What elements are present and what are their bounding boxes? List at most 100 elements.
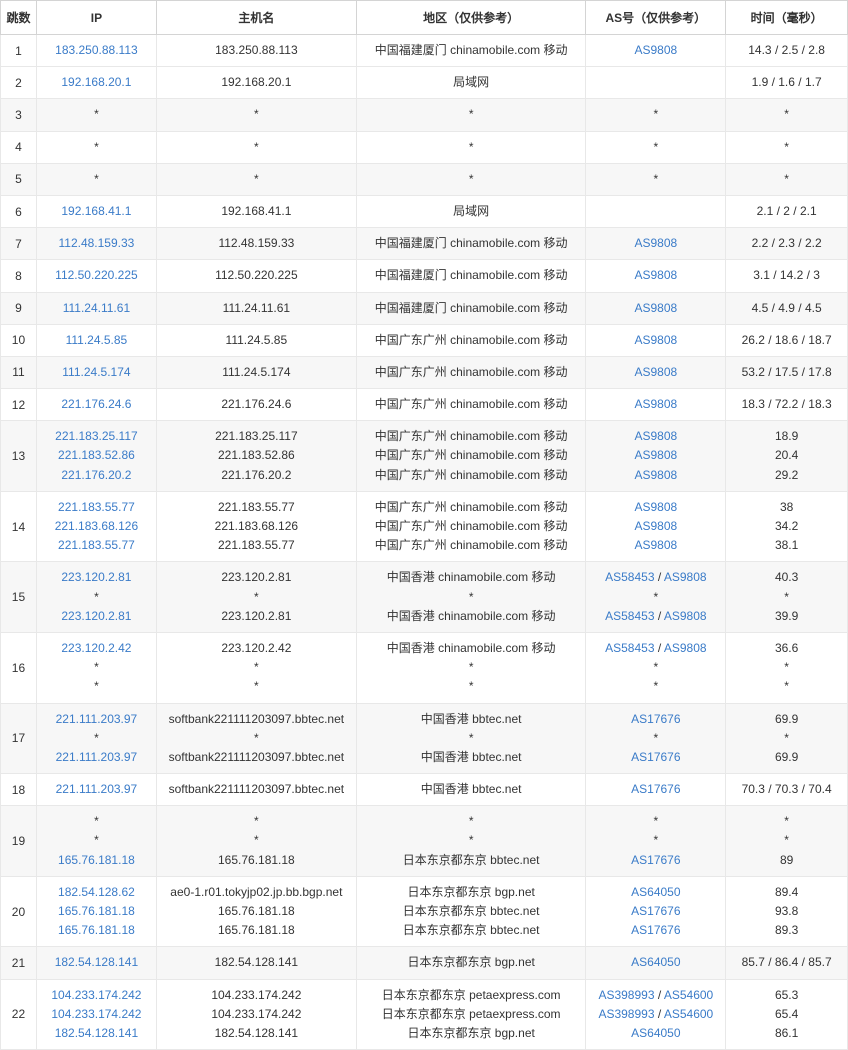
table-row: 18221.111.203.97softbank221111203097.bbt… bbox=[1, 774, 848, 806]
cell-region: * bbox=[356, 163, 586, 195]
cell-region: 局域网 bbox=[356, 195, 586, 227]
ip-link[interactable]: 111.24.5.174 bbox=[41, 363, 152, 382]
ip-link[interactable]: 111.24.11.61 bbox=[41, 299, 152, 318]
cell-hop: 20 bbox=[1, 876, 37, 947]
header-ip: IP bbox=[36, 1, 156, 35]
as-link[interactable]: AS9808 bbox=[664, 609, 707, 623]
ip-link[interactable]: 182.54.128.141 bbox=[41, 1024, 152, 1043]
header-row: 跳数 IP 主机名 地区（仅供参考） AS号（仅供参考） 时间（毫秒） bbox=[1, 1, 848, 35]
cell-host: 183.250.88.113 bbox=[156, 35, 356, 67]
as-link[interactable]: AS9808 bbox=[634, 43, 677, 57]
as-link[interactable]: AS9808 bbox=[664, 570, 707, 584]
ip-link[interactable]: 182.54.128.141 bbox=[41, 953, 152, 972]
ip-link[interactable]: 221.111.203.97 bbox=[41, 780, 152, 799]
cell-time: 40.3*39.9 bbox=[726, 562, 848, 633]
as-link[interactable]: AS17676 bbox=[631, 782, 680, 796]
as-link[interactable]: AS9808 bbox=[664, 641, 707, 655]
table-row: 15223.120.2.81*223.120.2.81223.120.2.81*… bbox=[1, 562, 848, 633]
ip-link[interactable]: 111.24.5.85 bbox=[41, 331, 152, 350]
table-row: 21182.54.128.141182.54.128.141日本东京都东京 bg… bbox=[1, 947, 848, 979]
cell-region: 日本东京都东京 bgp.net bbox=[356, 947, 586, 979]
cell-time: * bbox=[726, 163, 848, 195]
cell-time: 36.6** bbox=[726, 632, 848, 703]
as-link[interactable]: AS9808 bbox=[634, 429, 677, 443]
as-link[interactable]: AS9808 bbox=[634, 538, 677, 552]
cell-as bbox=[586, 67, 726, 99]
cell-time: * bbox=[726, 131, 848, 163]
cell-hop: 14 bbox=[1, 491, 37, 562]
cell-hop: 19 bbox=[1, 806, 37, 877]
cell-region: 日本东京都东京 bgp.net日本东京都东京 bbtec.net日本东京都东京 … bbox=[356, 876, 586, 947]
cell-as: AS58453 / AS9808** bbox=[586, 632, 726, 703]
as-link[interactable]: AS54600 bbox=[664, 988, 713, 1002]
as-link[interactable]: AS9808 bbox=[634, 268, 677, 282]
as-link[interactable]: AS9808 bbox=[634, 448, 677, 462]
ip-link[interactable]: 192.168.41.1 bbox=[41, 202, 152, 221]
ip-link[interactable]: 104.233.174.242 bbox=[41, 986, 152, 1005]
ip-link[interactable]: 223.120.2.42 bbox=[41, 639, 152, 658]
as-link[interactable]: AS9808 bbox=[634, 500, 677, 514]
ip-link[interactable]: 221.183.68.126 bbox=[41, 517, 152, 536]
cell-hop: 13 bbox=[1, 421, 37, 492]
ip-link[interactable]: 165.76.181.18 bbox=[41, 902, 152, 921]
ip-link[interactable]: 112.50.220.225 bbox=[41, 266, 152, 285]
as-link[interactable]: AS64050 bbox=[631, 955, 680, 969]
traceroute-table: 跳数 IP 主机名 地区（仅供参考） AS号（仅供参考） 时间（毫秒） 1183… bbox=[0, 0, 848, 1050]
cell-as: AS9808 AS9808 AS9808 bbox=[586, 421, 726, 492]
as-link[interactable]: AS9808 bbox=[634, 301, 677, 315]
ip-link[interactable]: 221.111.203.97 bbox=[41, 710, 152, 729]
cell-host: 221.183.25.117221.183.52.86221.176.20.2 bbox=[156, 421, 356, 492]
as-link[interactable]: AS9808 bbox=[634, 236, 677, 250]
cell-hop: 4 bbox=[1, 131, 37, 163]
ip-link[interactable]: 183.250.88.113 bbox=[41, 41, 152, 60]
as-link[interactable]: AS17676 bbox=[631, 853, 680, 867]
ip-link[interactable]: 221.176.20.2 bbox=[41, 466, 152, 485]
cell-ip: 111.24.11.61 bbox=[36, 292, 156, 324]
as-link[interactable]: AS58453 bbox=[605, 641, 654, 655]
as-link[interactable]: AS9808 bbox=[634, 468, 677, 482]
ip-link[interactable]: 223.120.2.81 bbox=[41, 607, 152, 626]
cell-host: 182.54.128.141 bbox=[156, 947, 356, 979]
as-link[interactable]: AS9808 bbox=[634, 397, 677, 411]
cell-host: 192.168.41.1 bbox=[156, 195, 356, 227]
as-link[interactable]: AS58453 bbox=[605, 609, 654, 623]
ip-link[interactable]: 221.183.25.117 bbox=[41, 427, 152, 446]
as-link[interactable]: AS398993 bbox=[598, 1007, 654, 1021]
table-row: 22104.233.174.242104.233.174.242182.54.1… bbox=[1, 979, 848, 1050]
as-link[interactable]: AS17676 bbox=[631, 750, 680, 764]
as-link[interactable]: AS17676 bbox=[631, 923, 680, 937]
cell-hop: 22 bbox=[1, 979, 37, 1050]
ip-link[interactable]: 221.183.55.77 bbox=[41, 536, 152, 555]
ip-link[interactable]: 182.54.128.62 bbox=[41, 883, 152, 902]
ip-link[interactable]: 223.120.2.81 bbox=[41, 568, 152, 587]
table-row: 19**165.76.181.18**165.76.181.18**日本东京都东… bbox=[1, 806, 848, 877]
ip-link[interactable]: 221.183.55.77 bbox=[41, 498, 152, 517]
cell-region: * bbox=[356, 99, 586, 131]
cell-time: 3834.238.1 bbox=[726, 491, 848, 562]
as-link[interactable]: AS64050 bbox=[631, 1026, 680, 1040]
ip-link[interactable]: 221.183.52.86 bbox=[41, 446, 152, 465]
cell-time: 18.3 / 72.2 / 18.3 bbox=[726, 389, 848, 421]
as-link[interactable]: AS9808 bbox=[634, 333, 677, 347]
table-row: 10111.24.5.85111.24.5.85中国广东广州 chinamobi… bbox=[1, 324, 848, 356]
as-link[interactable]: AS64050 bbox=[631, 885, 680, 899]
cell-as bbox=[586, 195, 726, 227]
ip-link[interactable]: 165.76.181.18 bbox=[41, 921, 152, 940]
as-link[interactable]: AS9808 bbox=[634, 365, 677, 379]
as-link[interactable]: AS54600 bbox=[664, 1007, 713, 1021]
ip-link[interactable]: 112.48.159.33 bbox=[41, 234, 152, 253]
ip-link[interactable]: 192.168.20.1 bbox=[41, 73, 152, 92]
as-link[interactable]: AS58453 bbox=[605, 570, 654, 584]
as-link[interactable]: AS398993 bbox=[598, 988, 654, 1002]
cell-time: 14.3 / 2.5 / 2.8 bbox=[726, 35, 848, 67]
cell-as: AS398993 / AS54600AS398993 / AS54600AS64… bbox=[586, 979, 726, 1050]
ip-link[interactable]: 221.176.24.6 bbox=[41, 395, 152, 414]
as-link[interactable]: AS17676 bbox=[631, 712, 680, 726]
cell-time: * bbox=[726, 99, 848, 131]
ip-link[interactable]: 165.76.181.18 bbox=[41, 851, 152, 870]
ip-link[interactable]: 104.233.174.242 bbox=[41, 1005, 152, 1024]
cell-ip: 223.120.2.42** bbox=[36, 632, 156, 703]
ip-link[interactable]: 221.111.203.97 bbox=[41, 748, 152, 767]
as-link[interactable]: AS9808 bbox=[634, 519, 677, 533]
as-link[interactable]: AS17676 bbox=[631, 904, 680, 918]
